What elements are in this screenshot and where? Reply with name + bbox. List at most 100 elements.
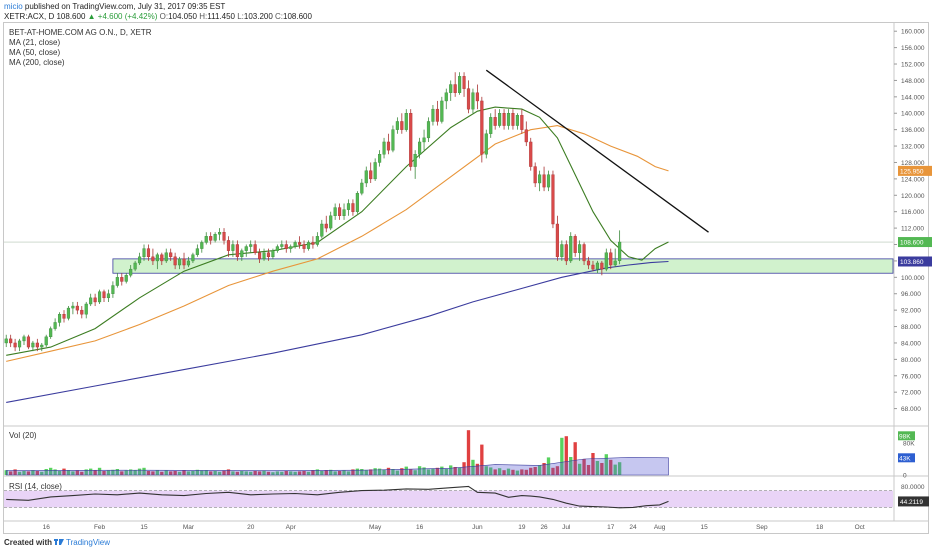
price-marker-label: 125.950 [900, 168, 924, 175]
candle-up [431, 108, 435, 122]
volume-bar-up [613, 464, 617, 475]
candle-up [458, 76, 462, 93]
volume-bar-down [462, 462, 466, 475]
volume-bar-up [595, 461, 600, 475]
volume-bar-up [346, 471, 351, 475]
volume-bar-up [360, 469, 364, 475]
candle-down [258, 252, 262, 260]
volume-bar-down [351, 469, 355, 475]
price-tick-label: 92.000 [901, 308, 921, 315]
legend-ma200[interactable]: MA (200, close) [9, 58, 65, 67]
candle-up [364, 170, 368, 184]
volume-bar-up [204, 470, 208, 475]
volume-bar-down [297, 471, 302, 475]
volume-bar-up [191, 471, 195, 475]
publish-header: micio published on TradingView.com, July… [0, 0, 932, 24]
candle-down [311, 242, 315, 245]
volume-bar-up [422, 467, 426, 475]
volume-bar-up [31, 470, 35, 475]
volume-bar-down [302, 471, 306, 475]
candle-down [435, 108, 439, 122]
rsi-layer [4, 485, 893, 509]
candle-up [413, 154, 417, 167]
volume-bar-down [13, 469, 17, 475]
volume-bar-up [417, 466, 422, 475]
price-tick-label: 156.000 [901, 45, 925, 52]
volume-bar-down [386, 467, 391, 475]
volume-bar-up [426, 469, 431, 475]
candle-down [564, 244, 568, 262]
candle-up [97, 291, 102, 303]
candle-up [133, 262, 137, 270]
chart-frame [3, 22, 929, 534]
candle-down [173, 256, 177, 266]
candle-up [546, 174, 551, 188]
candle-down [13, 342, 17, 348]
volume-bar-up [333, 471, 337, 475]
volume-bar-down [337, 471, 342, 475]
tradingview-brand-link[interactable]: TradingView [66, 538, 111, 547]
author-link[interactable]: micio [4, 2, 23, 11]
symbol-label: XETR:ACX, D [4, 12, 55, 21]
volume-bar-down [62, 468, 66, 475]
candle-up [489, 117, 493, 134]
candle-up [595, 262, 599, 270]
resistance-trendline [485, 69, 709, 233]
volume-bar-up [431, 468, 435, 475]
volume-bar-down [35, 471, 40, 475]
time-axis-label: 15 [700, 524, 708, 531]
time-axis-label: 18 [816, 524, 824, 531]
low-value: 103.200 [243, 12, 273, 21]
volume-bar-up [249, 471, 253, 475]
candle-down [182, 258, 186, 266]
candle-down [226, 240, 231, 251]
volume-bar-up [440, 466, 444, 475]
volume-bar-up [506, 468, 511, 475]
volume-marker-label: 43K [899, 455, 911, 462]
candle-down [466, 88, 471, 110]
candle-up [66, 307, 71, 319]
volume-bar-down [542, 463, 546, 475]
candle-down [160, 254, 164, 262]
price-tick-label: 76.000 [901, 373, 921, 380]
volume-bar-down [75, 470, 80, 475]
volume-bar-up [364, 470, 368, 475]
candle-down [386, 141, 391, 151]
created-with-text: Created with [4, 538, 53, 547]
volume-bar-up [240, 471, 244, 475]
candle-up [346, 203, 351, 210]
candle-down [369, 170, 373, 180]
volume-bar-up [577, 463, 582, 475]
volume-tick-label: 80K [903, 441, 915, 448]
up-arrow-icon: ▲ [87, 12, 96, 21]
legend-ma50[interactable]: MA (50, close) [9, 48, 61, 57]
legend-title[interactable]: BET-AT-HOME.COM AG O.N., D, XETR [9, 28, 152, 37]
volume-tick-label: 0 [903, 473, 907, 480]
publish-line: micio published on TradingView.com, July… [4, 2, 225, 11]
price-tick-label: 132.000 [901, 144, 925, 151]
volume-bar-up [66, 470, 71, 475]
price-tick-label: 144.000 [901, 94, 925, 101]
candle-up [137, 256, 142, 264]
price-tick-label: 160.000 [901, 29, 925, 36]
candle-up [378, 154, 382, 163]
legend-ma21[interactable]: MA (21, close) [9, 38, 61, 47]
support-zone-layer [4, 241, 894, 274]
volume-pane-label[interactable]: Vol (20) [9, 431, 37, 440]
candle-down [551, 174, 555, 225]
candle-down [120, 277, 124, 282]
candle-down [209, 236, 213, 241]
time-axis-label: Feb [94, 524, 106, 531]
rsi-pane-label[interactable]: RSI (14, close) [9, 482, 62, 491]
axis-layer: 68.000 72.000 76.000 80.000 84.000 88.000 92.0… [43, 29, 932, 531]
low-label: L: [237, 12, 244, 21]
candle-up [4, 338, 8, 344]
candle-down [480, 100, 484, 155]
volume-bar-up [177, 471, 182, 475]
volume-bar-up [213, 471, 217, 475]
candle-down [524, 129, 528, 143]
price-tick-label: 100.000 [901, 275, 925, 282]
volume-bar-up [413, 470, 417, 475]
volume-bar-down [80, 471, 84, 475]
